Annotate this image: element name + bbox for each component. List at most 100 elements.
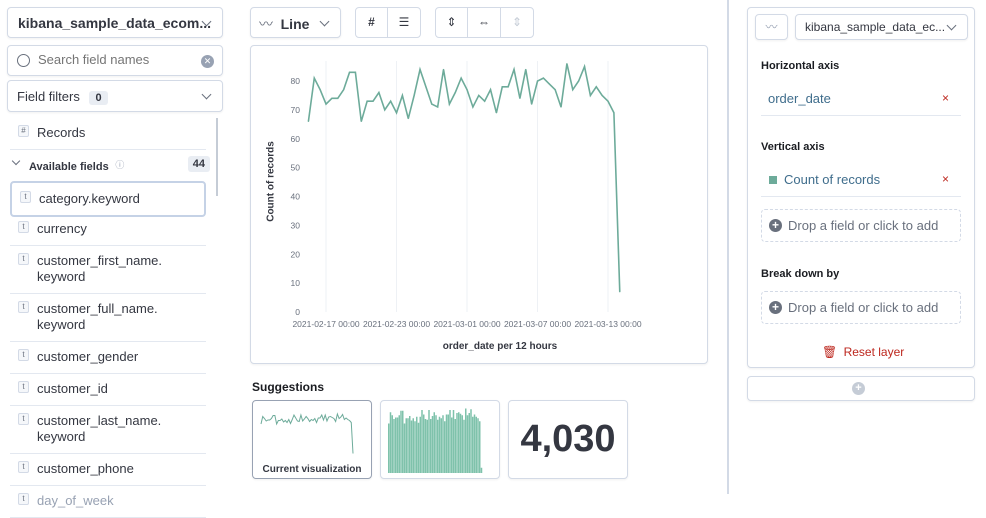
- field-item[interactable]: t category.keyword: [10, 181, 206, 217]
- chevron-down-icon: [319, 16, 330, 27]
- string-type-icon: t: [18, 301, 29, 313]
- reset-layer-button[interactable]: 🗑 Reset layer: [822, 345, 904, 359]
- chart-panel: 2021-02-17 00:00 2021-02-23 00:00 2021-03-…: [250, 45, 708, 364]
- field-filters-count: 0: [89, 91, 108, 105]
- plus-icon: +: [769, 219, 782, 232]
- data-point: [495, 112, 497, 114]
- clear-icon[interactable]: ✕: [201, 55, 214, 68]
- horizontal-axis-field[interactable]: order_date ×: [761, 86, 961, 116]
- index-pattern-selector[interactable]: kibana_sample_data_ecom...: [7, 7, 223, 38]
- data-point: [319, 89, 321, 91]
- field-name: category.keyword: [39, 191, 140, 206]
- available-fields-count: 44: [187, 156, 210, 172]
- breakdown-drop-zone[interactable]: + Drop a field or click to add: [761, 291, 961, 324]
- field-item[interactable]: t customer_last_name. keyword: [10, 405, 206, 454]
- thumbnail-bar: [424, 419, 427, 473]
- data-point: [442, 68, 445, 71]
- remove-icon[interactable]: ×: [941, 91, 949, 105]
- field-item[interactable]: t day_of_week: [10, 485, 206, 518]
- line-chart: 2021-02-17 00:00 2021-02-23 00:00 2021-03-…: [291, 61, 642, 329]
- thumbnail-bar: [393, 419, 395, 473]
- chevron-down-icon: [946, 20, 957, 31]
- thumbnail-bar: [480, 467, 483, 473]
- horizontal-field-name: order_date: [768, 91, 831, 106]
- search-input[interactable]: [38, 52, 188, 67]
- string-type-icon: t: [18, 349, 29, 361]
- legend-button[interactable]: ☰: [387, 7, 421, 38]
- field-item[interactable]: t customer_id: [10, 373, 206, 406]
- thumbnail-bar: [430, 419, 432, 473]
- field-item[interactable]: t customer_gender: [10, 341, 206, 374]
- data-point: [437, 106, 439, 108]
- thumbnail-bar: [428, 410, 430, 473]
- thumbnail-bar: [459, 413, 462, 473]
- data-point: [489, 89, 492, 91]
- layer-index-pattern-selector[interactable]: kibana_sample_data_ec...: [795, 14, 968, 40]
- field-item[interactable]: t customer_full_name. keyword: [10, 293, 206, 342]
- thumbnail-bar: [475, 416, 477, 473]
- field-filters-label: Field filters: [17, 89, 80, 104]
- data-point: [419, 68, 421, 71]
- field-item[interactable]: t customer_phone: [10, 453, 206, 486]
- layer-chart-type-button[interactable]: 〰: [755, 14, 788, 40]
- data-point: [466, 89, 468, 91]
- field-filters-button[interactable]: Field filters 0: [7, 80, 223, 112]
- field-item[interactable]: t customer_first_name. keyword: [10, 245, 206, 294]
- suggestion-current[interactable]: Current visualization: [252, 400, 372, 479]
- suggestion-label: Current visualization: [262, 464, 362, 475]
- available-fields-header[interactable]: Available fields ⓘ 44: [10, 156, 210, 174]
- chevron-down-icon: [11, 156, 21, 166]
- data-point: [572, 89, 574, 91]
- plus-icon: +: [769, 301, 782, 314]
- thumbnail-bar: [463, 419, 465, 473]
- horizontal-axis-label: Horizontal axis: [761, 60, 840, 72]
- field-name: Records: [37, 125, 86, 140]
- string-type-icon: t: [18, 493, 29, 505]
- panel-divider[interactable]: [727, 0, 729, 494]
- sidebar-scrollbar[interactable]: [216, 118, 218, 196]
- thumbnail-bar: [438, 416, 441, 473]
- left-axis-button[interactable]: ⇕: [435, 7, 468, 38]
- field-name: customer_id: [37, 381, 108, 396]
- thumbnail-bar: [389, 412, 392, 473]
- data-point: [607, 100, 609, 102]
- data-point: [507, 86, 509, 88]
- data-point: [513, 68, 515, 71]
- x-tick-label: 2021-03-13 00:00: [574, 319, 641, 329]
- field-name: currency: [37, 221, 87, 236]
- thumbnail-bar: [421, 410, 423, 473]
- vertical-axis-field[interactable]: Count of records ×: [761, 167, 961, 197]
- thumbnail-bar: [437, 419, 439, 473]
- data-point: [519, 97, 521, 99]
- number-format-button[interactable]: #: [355, 7, 388, 38]
- thumbnail-bar: [444, 421, 446, 473]
- y-tick-label: 60: [291, 134, 301, 144]
- x-tick-label: 2021-03-07 00:00: [504, 319, 571, 329]
- remove-icon[interactable]: ×: [941, 172, 949, 186]
- string-type-icon: t: [18, 413, 29, 425]
- thumbnail-bar: [396, 417, 399, 473]
- data-point: [448, 103, 450, 105]
- field-item[interactable]: t currency: [10, 213, 206, 246]
- y-tick-label: 40: [291, 192, 301, 202]
- suggestion-bar[interactable]: [380, 400, 500, 479]
- bottom-axis-button[interactable]: ⇔: [467, 7, 501, 38]
- string-type-icon: t: [20, 191, 31, 203]
- available-fields-label: Available fields: [29, 161, 109, 173]
- vertical-drop-zone[interactable]: + Drop a field or click to add: [761, 209, 961, 242]
- trash-icon: 🗑: [822, 345, 838, 359]
- data-point: [307, 120, 309, 123]
- chart-type-selector[interactable]: 〰 Line: [250, 7, 341, 38]
- y-tick-label: 70: [291, 105, 301, 115]
- field-name: day_of_week: [37, 493, 114, 508]
- data-point: [525, 68, 527, 71]
- add-layer-button[interactable]: +: [747, 376, 975, 401]
- suggestion-metric[interactable]: 4,030: [508, 400, 628, 479]
- chevron-down-icon: [201, 89, 212, 100]
- right-axis-button[interactable]: ⇕: [500, 7, 534, 38]
- field-records[interactable]: # Records: [10, 117, 206, 150]
- field-search[interactable]: ✕: [7, 45, 223, 76]
- thumbnail-bar: [414, 421, 416, 473]
- x-tick-label: 2021-02-17 00:00: [292, 319, 359, 329]
- thumbnail-bar: [452, 410, 455, 473]
